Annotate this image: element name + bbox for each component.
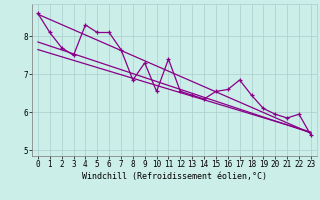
X-axis label: Windchill (Refroidissement éolien,°C): Windchill (Refroidissement éolien,°C)	[82, 172, 267, 181]
